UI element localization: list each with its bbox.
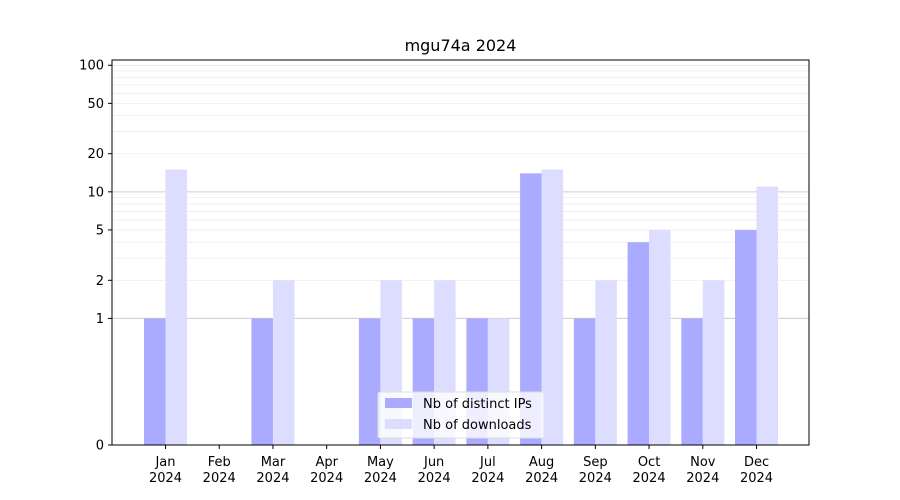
y-tick-label: 10 bbox=[87, 185, 104, 200]
x-tick-label: Nov 2024 bbox=[686, 455, 719, 486]
bar-downloads-sep bbox=[595, 280, 617, 445]
x-tick-label: Feb 2024 bbox=[203, 455, 236, 486]
y-tick-label: 1 bbox=[96, 312, 104, 327]
legend-box bbox=[377, 391, 545, 439]
legend: Nb of distinct IPs Nb of downloads bbox=[377, 391, 545, 439]
y-tick-label: 2 bbox=[96, 274, 104, 289]
x-tick-label: Jan 2024 bbox=[149, 455, 182, 486]
bar-downloads-dec bbox=[756, 186, 779, 446]
y-axis: 0 1 2 5 10 20 50 100 bbox=[79, 59, 112, 454]
bar-downloads-aug bbox=[541, 169, 564, 445]
bar-downloads-jan bbox=[165, 169, 187, 445]
bar-ips-jan bbox=[144, 318, 166, 445]
legend-label: Nb of distinct IPs bbox=[423, 397, 532, 412]
y-tick-label: 20 bbox=[87, 147, 104, 162]
x-tick-label: Jul 2024 bbox=[471, 455, 504, 486]
y-tick-label: 100 bbox=[79, 59, 104, 74]
y-tick-label: 5 bbox=[96, 223, 104, 238]
bar-ips-dec bbox=[735, 229, 757, 445]
bar-downloads-mar bbox=[272, 280, 295, 445]
bar-ips-sep bbox=[573, 318, 596, 445]
x-tick-label: Dec 2024 bbox=[740, 455, 773, 486]
bar-ips-oct bbox=[627, 242, 650, 445]
x-tick-label: Mar 2024 bbox=[256, 455, 289, 486]
x-tick-label: Jun 2024 bbox=[418, 455, 451, 486]
bar-downloads-oct bbox=[649, 229, 671, 445]
chart-title: mgu74a 2024 bbox=[405, 36, 517, 55]
plot-frame bbox=[111, 59, 810, 446]
x-tick-label: May 2024 bbox=[364, 455, 397, 486]
legend-swatch bbox=[385, 398, 412, 408]
bar-ips-nov bbox=[681, 318, 703, 445]
legend-swatch bbox=[385, 419, 412, 429]
x-tick-label: Aug 2024 bbox=[525, 455, 558, 486]
bars-layer bbox=[144, 169, 779, 446]
grid-layer bbox=[112, 64, 809, 319]
bar-ips-mar bbox=[251, 318, 273, 445]
bar-downloads-nov bbox=[702, 280, 725, 445]
x-tick-label: Oct 2024 bbox=[633, 455, 666, 486]
bar-ips-may bbox=[358, 318, 381, 445]
x-tick-label: Apr 2024 bbox=[310, 455, 343, 486]
y-tick-label: 0 bbox=[96, 439, 104, 454]
x-axis: Jan 2024 Feb 2024 Mar 2024 Apr 2024 May 2024 Jun 20… bbox=[149, 445, 773, 486]
bar-ips-aug bbox=[520, 173, 542, 445]
legend-label: Nb of downloads bbox=[423, 418, 532, 433]
y-tick-label: 50 bbox=[87, 97, 104, 112]
x-tick-label: Sep 2024 bbox=[579, 455, 612, 486]
